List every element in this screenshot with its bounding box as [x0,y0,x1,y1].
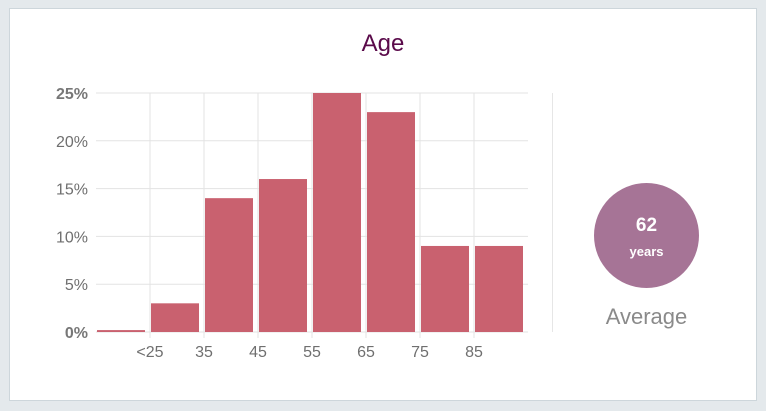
y-tick-label: 15% [56,182,88,199]
bar-85[interactable] [475,245,523,332]
x-tick-label: 85 [465,344,483,361]
y-tick-label: 0% [65,325,88,342]
x-tick-label: <25 [136,344,163,361]
chart-title: Age [361,30,405,57]
panel-divider [552,93,553,332]
x-tick-label: 35 [195,344,213,361]
average-age-badge: 62 years [594,183,699,288]
average-age-value: 62 [635,215,658,236]
bar-45[interactable] [259,179,307,332]
y-tick-label: 25% [56,86,88,103]
bar-65[interactable] [367,112,415,333]
bar-75[interactable] [421,245,469,332]
average-label: Average [605,304,688,329]
x-tick-label: 65 [357,344,375,361]
average-age-unit: years [629,244,664,259]
bar-35[interactable] [205,198,253,332]
bar-55[interactable] [313,93,361,332]
y-tick-label: 5% [65,277,88,294]
y-tick-label: 20% [56,134,88,151]
bar-first[interactable] [97,330,145,332]
bar-<25[interactable] [151,303,199,332]
y-tick-label: 10% [56,229,88,246]
x-tick-label: 45 [249,344,267,361]
x-tick-label: 75 [411,344,429,361]
x-tick-label: 55 [303,344,321,361]
